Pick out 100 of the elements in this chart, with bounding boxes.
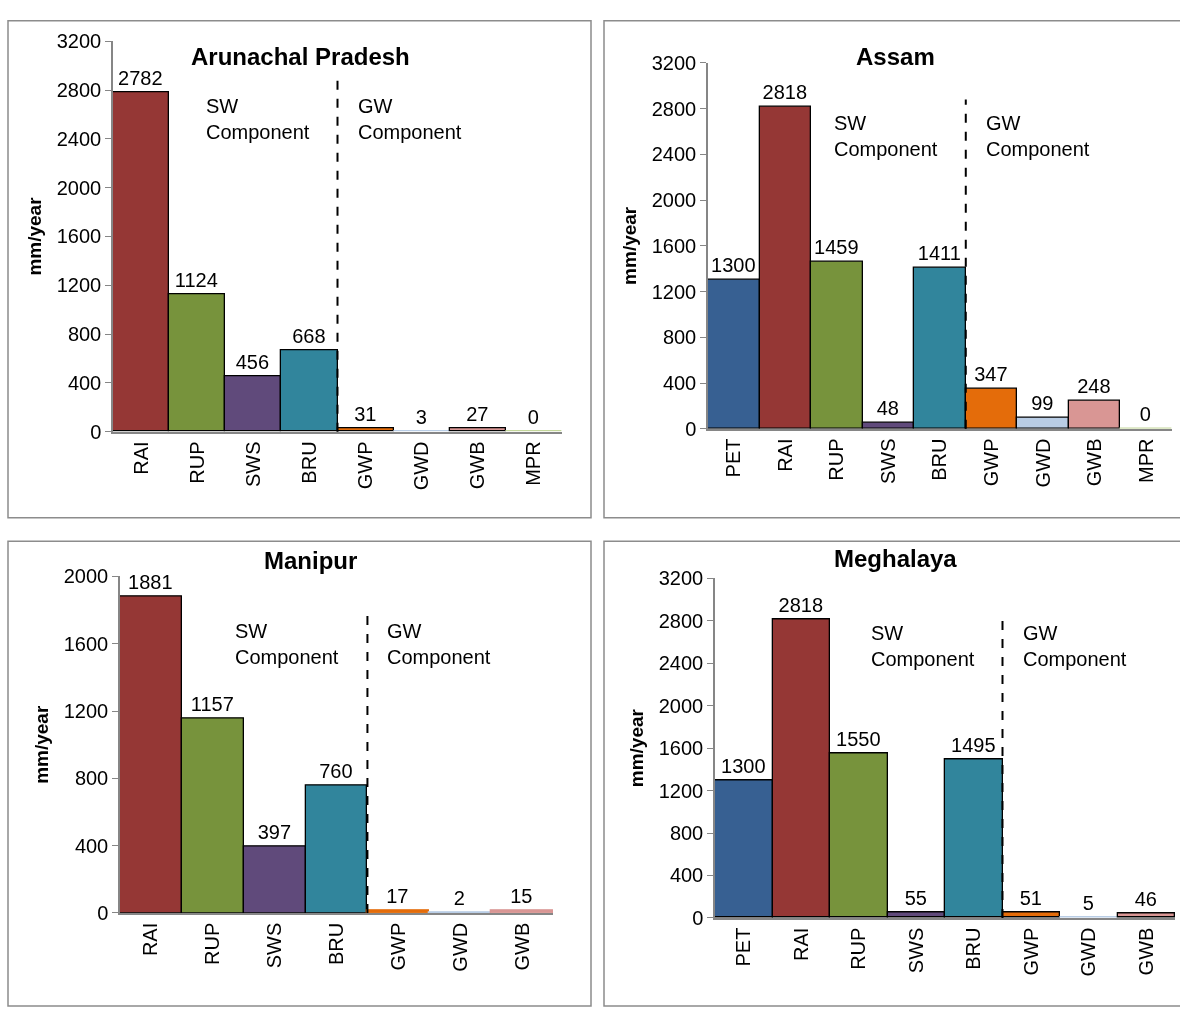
x-tick-label: GWP <box>354 441 377 490</box>
annotation: GW Component <box>1023 622 1127 670</box>
x-tick-label: GWD <box>1031 438 1054 488</box>
y-tick-label: 400 <box>74 834 109 857</box>
y-tick-label: 3200 <box>658 567 704 590</box>
y-tick-label: 2800 <box>658 609 704 632</box>
y-tick-label: 0 <box>685 417 697 440</box>
y-tick-label: 1600 <box>658 737 704 760</box>
data-label: 397 <box>257 820 292 843</box>
x-tick-label: SWS <box>876 438 899 485</box>
data-label: 248 <box>1077 375 1111 398</box>
y-tick-label: 1600 <box>63 632 109 655</box>
x-tick-label: SWS <box>904 927 927 974</box>
data-label: 1550 <box>836 727 881 750</box>
x-tick-label: RAI <box>139 922 162 957</box>
x-tick-label: RUP <box>847 927 870 970</box>
x-tick-label: RAI <box>789 927 812 961</box>
y-tick-label: 400 <box>662 372 697 394</box>
x-tick-label: MPR <box>522 441 545 486</box>
data-label: 99 <box>1031 392 1054 415</box>
annotation: SW Component <box>834 112 938 160</box>
x-tick-label: MPR <box>1134 438 1157 483</box>
y-tick-label: 2000 <box>651 189 697 212</box>
chart-title: Meghalaya <box>834 545 958 572</box>
data-label: 0 <box>527 405 539 428</box>
x-tick-label: SWS <box>263 922 286 969</box>
data-label: 55 <box>904 886 927 909</box>
data-label: 1124 <box>174 268 218 291</box>
annotation: SW Component <box>206 95 310 143</box>
data-label: 760 <box>319 759 353 782</box>
y-tick-label: 400 <box>669 864 704 887</box>
x-tick-label: GWB <box>466 441 489 490</box>
x-tick-label: RUP <box>825 438 848 481</box>
data-label: 1881 <box>128 570 173 593</box>
data-label: 3 <box>415 405 427 428</box>
y-tick-label: 1200 <box>63 700 109 723</box>
x-tick-label: GWD <box>448 922 471 972</box>
data-label: 1459 <box>814 236 859 259</box>
y-tick-label: 0 <box>90 420 102 443</box>
y-tick-label: 3200 <box>56 30 102 53</box>
y-tick-label: 2000 <box>63 565 109 588</box>
annotation: SW Component <box>871 622 975 670</box>
y-tick-label: 1200 <box>658 779 704 802</box>
x-tick-label: GWD <box>410 441 433 491</box>
x-tick-label: BRU <box>928 438 951 481</box>
y-tick-label: 800 <box>669 822 704 845</box>
x-tick-label: RUP <box>185 441 208 484</box>
x-tick-label: SWS <box>241 441 264 487</box>
x-tick-label: PET <box>732 927 755 967</box>
x-tick-label: GWB <box>1134 927 1157 976</box>
data-label: 17 <box>386 884 409 907</box>
data-label: 1300 <box>711 254 756 277</box>
y-tick-label: 800 <box>662 326 697 349</box>
y-tick-label: 0 <box>692 906 704 929</box>
chart-title: Arunachal Pradesh <box>191 43 410 70</box>
data-label: 1495 <box>951 733 996 756</box>
data-label: 1411 <box>917 242 961 265</box>
data-label: 27 <box>466 402 489 425</box>
y-tick-label: 1200 <box>651 280 697 303</box>
y-axis-title: mm/year <box>31 705 53 784</box>
annotation: GW Component <box>986 112 1090 160</box>
annotation: GW Component <box>358 95 462 143</box>
data-label: 0 <box>1139 403 1151 426</box>
data-label: 2782 <box>118 66 163 89</box>
data-label: 2818 <box>762 81 808 104</box>
data-label: 51 <box>1019 886 1042 909</box>
data-label: 31 <box>354 402 377 425</box>
y-tick-label: 1200 <box>56 274 102 297</box>
x-tick-label: RAI <box>773 438 796 472</box>
data-label: 5 <box>1082 891 1094 914</box>
y-tick-label: 2000 <box>658 694 704 717</box>
data-label: 15 <box>510 884 533 907</box>
x-tick-label: BRU <box>325 922 347 965</box>
data-label: 1300 <box>721 754 766 777</box>
y-tick-label: 2800 <box>56 79 102 102</box>
x-tick-label: GWP <box>386 922 409 971</box>
y-tick-label: 0 <box>97 902 109 924</box>
y-axis-title: mm/year <box>619 206 641 285</box>
data-label: 48 <box>876 397 899 420</box>
annotation: SW Component <box>235 620 339 668</box>
annotation: GW Component <box>387 620 491 668</box>
y-tick-label: 1600 <box>56 225 102 248</box>
data-label: 2 <box>453 886 465 909</box>
y-tick-label: 2000 <box>56 176 102 199</box>
chart-title: Manipur <box>264 547 358 574</box>
data-label: 46 <box>1134 887 1157 910</box>
y-tick-label: 400 <box>67 371 102 394</box>
data-label: 668 <box>292 324 326 347</box>
data-label: 2818 <box>778 593 824 616</box>
y-tick-label: 3200 <box>651 51 697 74</box>
data-label: 1157 <box>190 692 234 715</box>
x-tick-label: RAI <box>129 441 152 475</box>
x-tick-label: GWB <box>510 922 533 971</box>
y-axis-title: mm/year <box>24 196 46 276</box>
x-tick-label: GWP <box>980 438 1003 487</box>
data-label: 347 <box>974 363 1008 386</box>
y-tick-label: 800 <box>67 323 102 346</box>
x-tick-label: RUP <box>201 922 224 965</box>
y-tick-label: 800 <box>74 767 109 790</box>
x-tick-label: GWP <box>1019 927 1042 976</box>
